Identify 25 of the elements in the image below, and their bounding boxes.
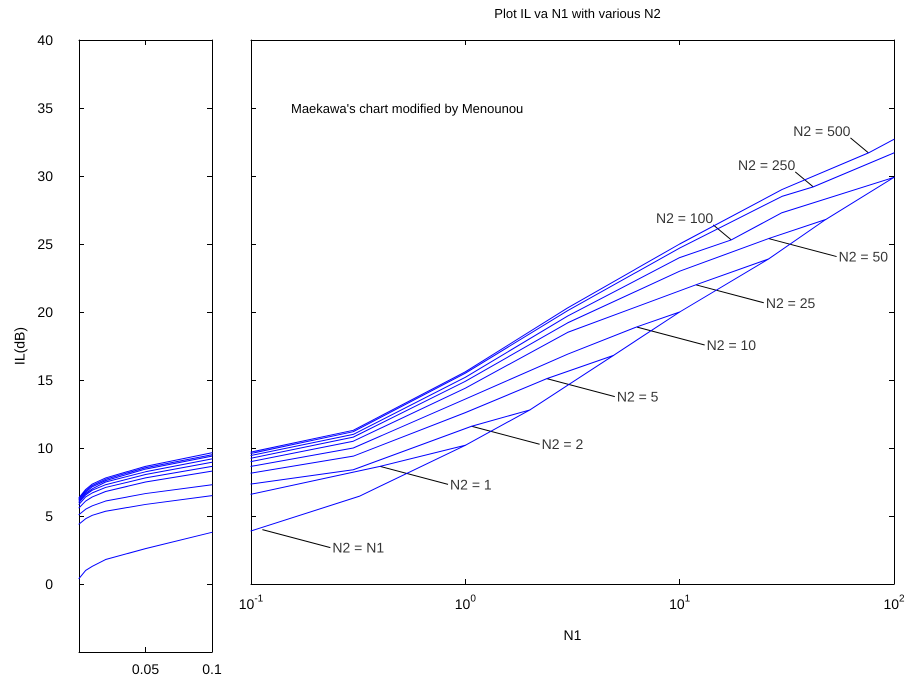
annotation: N2 = 50 — [838, 248, 888, 265]
x-axis-title: N1 — [564, 627, 582, 643]
annotation: N2 = 1 — [450, 476, 492, 492]
x-tick-label: 0.1 — [202, 661, 222, 677]
y-tick-label: 0 — [45, 576, 54, 592]
annotation: N2 = N1 — [332, 540, 384, 556]
y-tick-label: 20 — [37, 304, 54, 320]
annotation: N2 = 5 — [616, 388, 659, 405]
chart-title: Plot IL va N1 with various N2 — [494, 6, 661, 21]
annotation: N2 = 250 — [738, 156, 796, 173]
annotation: N2 = 10 — [706, 336, 756, 353]
y-axis-title: IL(dB) — [12, 326, 28, 366]
annotation: N2 = 25 — [766, 294, 816, 311]
y-tick-label: 40 — [37, 32, 54, 48]
y-tick-label: 10 — [37, 440, 54, 456]
y-tick-label: 30 — [37, 168, 54, 184]
annotation: N2 = 2 — [542, 436, 584, 452]
annotation: Maekawa's chart modified by Menounou — [291, 101, 524, 116]
annotation: N2 = 500 — [793, 122, 851, 139]
y-tick-label: 25 — [37, 236, 54, 252]
y-tick-label: 15 — [37, 372, 54, 388]
y-tick-label: 5 — [45, 508, 54, 524]
annotation: N2 = 100 — [656, 210, 714, 226]
x-tick-label: 0.05 — [132, 661, 160, 677]
y-tick-label: 35 — [37, 100, 54, 116]
